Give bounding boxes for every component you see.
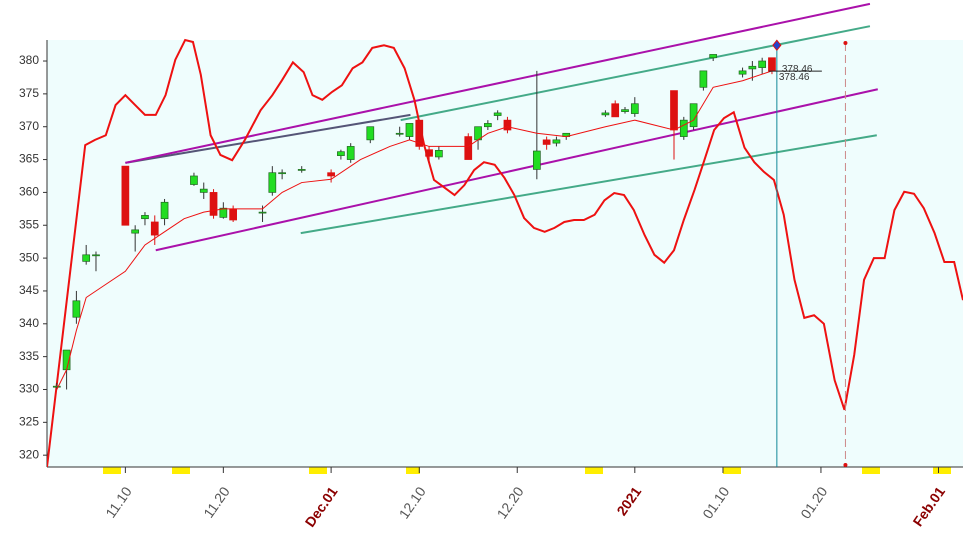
y-tick-label: 335 xyxy=(19,349,39,363)
y-tick-label: 330 xyxy=(19,382,39,396)
candle-body xyxy=(748,65,757,70)
candle-body xyxy=(121,165,130,226)
trend-line xyxy=(400,25,871,122)
candle-body xyxy=(464,136,473,160)
candle-body xyxy=(435,150,443,158)
candle-body xyxy=(758,60,767,68)
candle-body xyxy=(709,54,718,59)
candle-body xyxy=(150,221,159,236)
candle-body xyxy=(405,123,414,137)
x-tick-label: Feb.01 xyxy=(909,483,948,529)
y-tick-label: 375 xyxy=(19,86,39,100)
weekend-markers xyxy=(103,467,951,474)
candle-body xyxy=(484,123,492,128)
y-tick-label: 365 xyxy=(19,152,39,166)
y-tick-label: 345 xyxy=(19,283,39,297)
candle-body xyxy=(532,150,541,170)
trend-line xyxy=(155,88,878,252)
y-tick-label: 340 xyxy=(19,316,39,330)
x-tick-label: 01.10 xyxy=(699,484,732,522)
candle-body xyxy=(92,254,100,257)
x-tick-label: 01.20 xyxy=(797,484,830,522)
candle-body xyxy=(160,201,169,220)
ma-line xyxy=(56,70,773,390)
candle-body xyxy=(395,132,404,135)
candle-body xyxy=(621,109,629,112)
trend-line xyxy=(300,134,877,235)
last-price-label: 378.46 xyxy=(782,64,813,75)
candle-body xyxy=(52,385,61,388)
candle-body xyxy=(552,139,561,144)
candle-body xyxy=(542,139,551,145)
candle-body xyxy=(503,119,512,131)
cursor-marker xyxy=(772,39,782,52)
candle-body xyxy=(131,229,140,234)
candle-body xyxy=(278,172,286,175)
plot-background xyxy=(47,40,963,467)
candle-body xyxy=(337,151,345,156)
candle-body xyxy=(346,146,355,160)
candle-body xyxy=(82,254,91,262)
x-tick-label: 12.20 xyxy=(494,484,527,522)
y-tick-label: 350 xyxy=(19,250,39,264)
candle-body xyxy=(679,119,688,137)
x-tick-label: 2021 xyxy=(613,484,644,519)
candle-body xyxy=(268,172,277,193)
candle-body xyxy=(738,70,747,75)
y-tick-label: 360 xyxy=(19,185,39,199)
y-tick-label: 320 xyxy=(19,447,39,461)
candle-body xyxy=(209,192,218,216)
projection-dot xyxy=(843,41,848,45)
candle-body xyxy=(699,70,708,88)
x-tick-label: 11.10 xyxy=(102,483,135,520)
candle-body xyxy=(141,215,149,220)
candle-body xyxy=(366,126,375,141)
trend-line xyxy=(125,2,871,164)
candle-body xyxy=(72,300,81,318)
candle-body xyxy=(601,112,610,116)
y-tick-label: 380 xyxy=(19,53,39,67)
projection-dot xyxy=(843,463,848,467)
candle-body xyxy=(327,172,335,177)
y-tick-label: 370 xyxy=(19,119,39,133)
y-tick-label: 355 xyxy=(19,217,39,231)
x-tick-label: 11.20 xyxy=(200,483,233,520)
candle-body xyxy=(258,211,267,214)
candle-body xyxy=(229,208,237,221)
x-tick-label: Dec.01 xyxy=(302,484,341,530)
cycle-line xyxy=(47,38,963,467)
candle-body xyxy=(768,57,776,72)
candle-body xyxy=(611,103,620,118)
last-price-label: 378.46 xyxy=(779,72,810,83)
trend-line xyxy=(125,113,411,164)
candle-body xyxy=(670,90,678,131)
candle-body xyxy=(493,112,502,116)
candle-body xyxy=(415,119,424,147)
y-tick-label: 325 xyxy=(19,415,39,429)
candle-body xyxy=(425,149,433,157)
candle-body xyxy=(190,175,198,185)
candle-body xyxy=(630,103,639,114)
candle-body xyxy=(297,169,306,171)
x-tick-label: 12.10 xyxy=(396,484,429,522)
candle-body xyxy=(199,188,208,193)
candle-body xyxy=(219,207,228,218)
